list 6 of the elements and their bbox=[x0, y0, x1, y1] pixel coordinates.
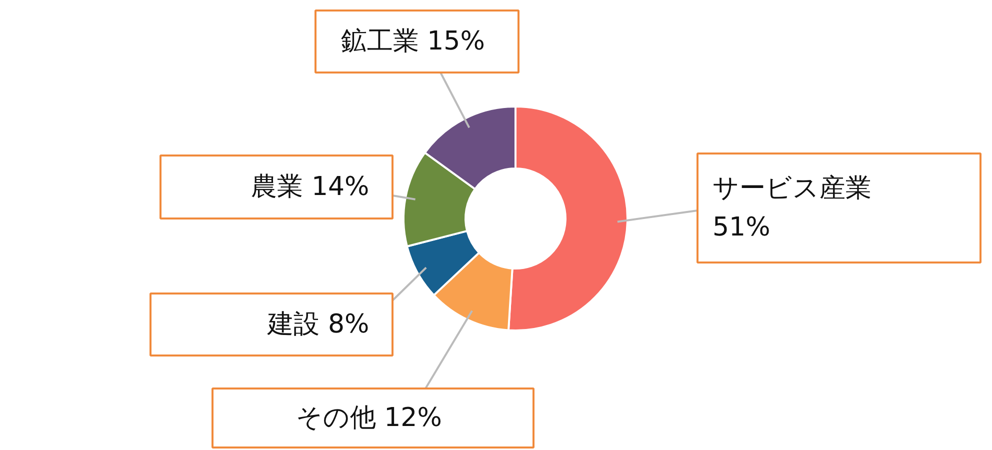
slice-label: その他 12% bbox=[296, 403, 442, 433]
slice-label: 鉱工業 15% bbox=[340, 26, 485, 56]
slice-label: サービス産業 bbox=[712, 174, 872, 204]
data-label: 51% bbox=[712, 212, 770, 242]
slice-label: 農業 14% bbox=[251, 172, 370, 202]
slice-label: 建設 8% bbox=[266, 310, 370, 340]
